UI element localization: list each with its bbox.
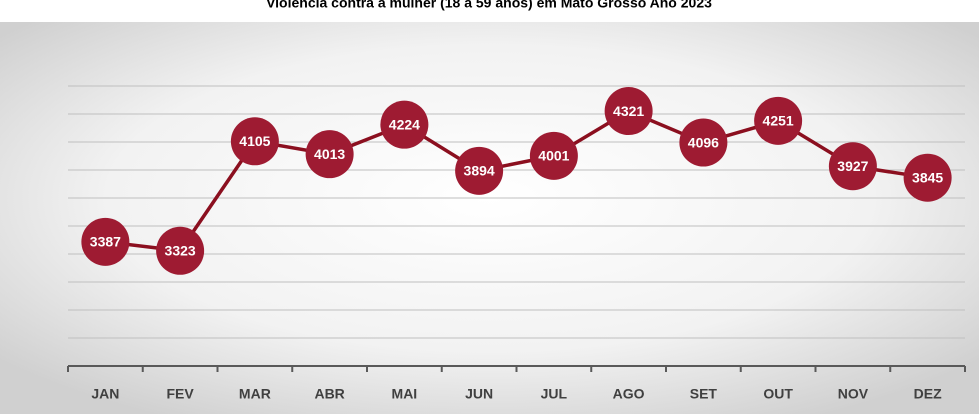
x-tick-label: FEV: [167, 386, 195, 402]
data-label: 3323: [165, 242, 196, 258]
data-point: [305, 130, 354, 179]
data-point: [828, 142, 877, 191]
x-tick-label: SET: [690, 386, 718, 402]
x-tick-label: OUT: [763, 386, 793, 402]
x-tick-label: JAN: [91, 386, 119, 402]
x-tick-label: JUL: [541, 386, 568, 402]
data-label: 4096: [688, 134, 719, 150]
data-label: 4013: [314, 146, 345, 162]
x-tick-label: MAI: [392, 386, 418, 402]
x-tick-label: NOV: [838, 386, 869, 402]
data-point: [679, 118, 728, 167]
data-point: [230, 117, 279, 166]
data-point: [903, 153, 952, 202]
data-point: [604, 87, 653, 136]
data-label: 3894: [464, 163, 495, 179]
data-label: 4224: [389, 116, 420, 132]
data-point: [156, 226, 205, 275]
data-label: 3387: [90, 234, 121, 250]
data-label: 3845: [912, 169, 943, 185]
data-point: [81, 217, 130, 266]
x-tick-label: DEZ: [914, 386, 942, 402]
chart-background: [0, 22, 979, 414]
x-tick-label: AGO: [613, 386, 645, 402]
data-point: [380, 100, 429, 149]
data-label: 3927: [837, 158, 868, 174]
x-tick-label: ABR: [314, 386, 344, 402]
x-tick-label: MAR: [239, 386, 271, 402]
data-label: 4001: [538, 148, 569, 164]
data-label: 4321: [613, 103, 644, 119]
data-label: 4105: [239, 133, 270, 149]
data-point: [529, 131, 578, 180]
data-label: 4251: [763, 113, 794, 129]
chart-title: Violência contra a mulher (18 a 59 anos)…: [266, 0, 712, 11]
data-point: [754, 96, 803, 145]
data-point: [455, 146, 504, 195]
x-tick-label: JUN: [465, 386, 493, 402]
